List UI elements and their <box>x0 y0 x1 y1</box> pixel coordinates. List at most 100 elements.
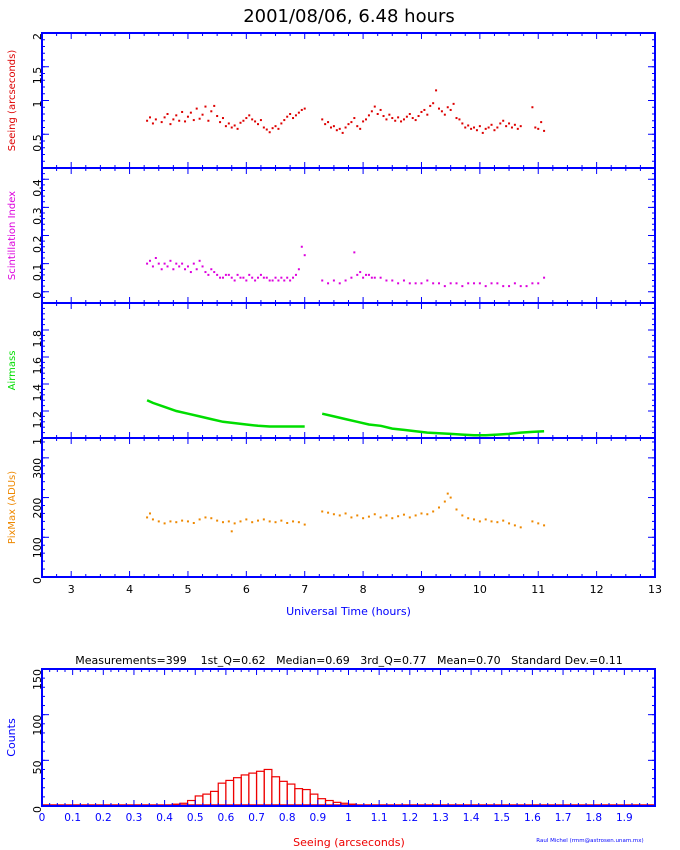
histogram-bar <box>232 777 242 807</box>
y-tick-label: 0 <box>31 292 44 299</box>
data-point <box>405 115 408 118</box>
data-point <box>513 524 516 527</box>
data-point <box>429 104 432 107</box>
data-point <box>519 125 522 128</box>
x-tick-label: 9 <box>418 583 425 596</box>
y-tick-label: 50 <box>31 760 44 774</box>
data-point <box>163 116 166 119</box>
data-point <box>437 282 440 285</box>
data-point <box>280 122 283 125</box>
data-point <box>265 276 268 279</box>
x-tick-label: 1.2 <box>401 812 418 824</box>
data-point <box>327 282 330 285</box>
data-point <box>443 113 446 116</box>
data-point <box>426 513 429 516</box>
data-point <box>543 276 546 279</box>
histogram-bar <box>255 770 265 807</box>
data-point <box>192 262 195 265</box>
data-point <box>505 125 508 128</box>
data-point <box>274 125 277 128</box>
x-tick-label: 10 <box>473 583 487 596</box>
data-point <box>373 105 376 108</box>
y-tick-label: 1 <box>31 101 44 108</box>
data-point <box>271 279 274 282</box>
data-point <box>490 123 493 126</box>
data-point <box>397 515 400 518</box>
data-point <box>329 126 332 129</box>
data-point <box>365 118 368 121</box>
data-point <box>292 117 295 120</box>
data-point <box>484 127 487 130</box>
data-point <box>484 285 487 288</box>
x-tick-label: 7 <box>301 583 308 596</box>
data-point <box>198 518 201 521</box>
data-point <box>151 122 154 125</box>
data-point <box>414 514 417 517</box>
data-point <box>356 125 359 128</box>
data-point <box>338 282 341 285</box>
data-point <box>146 119 149 122</box>
data-point <box>470 127 473 130</box>
data-point <box>224 273 227 276</box>
data-point <box>365 273 368 276</box>
data-point <box>402 279 405 282</box>
x-axis-label: Seeing (arcseconds) <box>293 836 405 849</box>
data-point <box>251 118 254 121</box>
data-point <box>198 117 201 120</box>
data-point <box>327 511 330 514</box>
data-point <box>443 500 446 503</box>
data-point <box>350 121 353 124</box>
data-point <box>408 516 411 519</box>
data-point <box>271 127 274 130</box>
data-point <box>359 271 362 274</box>
y-tick-label: 150 <box>31 669 44 690</box>
data-point <box>221 117 224 120</box>
data-point <box>242 276 245 279</box>
data-point <box>163 522 166 525</box>
data-point <box>300 108 303 111</box>
data-point <box>195 107 198 110</box>
x-tick-label: 0.2 <box>95 812 112 824</box>
panel-frame <box>41 437 656 578</box>
data-point <box>224 125 227 128</box>
data-point <box>449 496 452 499</box>
data-point <box>169 520 172 523</box>
data-point <box>321 118 324 121</box>
data-point <box>245 279 248 282</box>
airmass-panel: 1 1.2 1.4 1.6 1.8 Airmass <box>7 302 656 445</box>
y-tick-label: 0.4 <box>31 179 44 197</box>
data-point <box>160 121 163 124</box>
data-point <box>149 116 152 119</box>
data-point <box>408 282 411 285</box>
data-point <box>207 273 210 276</box>
data-point <box>408 113 411 115</box>
data-point <box>420 282 423 285</box>
credit-text: Raul Michel (rmm@astrosen.unam.mx) <box>536 838 643 844</box>
data-point <box>420 512 423 515</box>
data-point <box>280 276 283 279</box>
data-point <box>268 520 271 523</box>
data-point <box>201 113 204 116</box>
data-point <box>499 122 502 125</box>
x-tick-label: 1.4 <box>463 812 480 824</box>
data-point <box>543 129 546 132</box>
data-point <box>239 276 242 279</box>
x-tick-label: 6 <box>243 583 250 596</box>
data-point <box>376 113 379 115</box>
data-point <box>181 262 184 265</box>
x-tick-label: 11 <box>531 583 545 596</box>
y-tick-label: 100 <box>31 537 44 558</box>
data-point <box>385 118 388 121</box>
data-point <box>478 282 481 285</box>
data-point <box>251 521 254 524</box>
data-point <box>332 279 335 282</box>
x-tick-label: 1.9 <box>616 812 633 824</box>
data-point <box>186 115 189 118</box>
data-point <box>394 119 397 122</box>
data-point <box>435 89 438 92</box>
data-point <box>353 251 356 254</box>
data-point <box>257 276 260 279</box>
data-point <box>473 518 476 521</box>
data-point <box>508 122 511 125</box>
panel-frame <box>41 32 656 169</box>
